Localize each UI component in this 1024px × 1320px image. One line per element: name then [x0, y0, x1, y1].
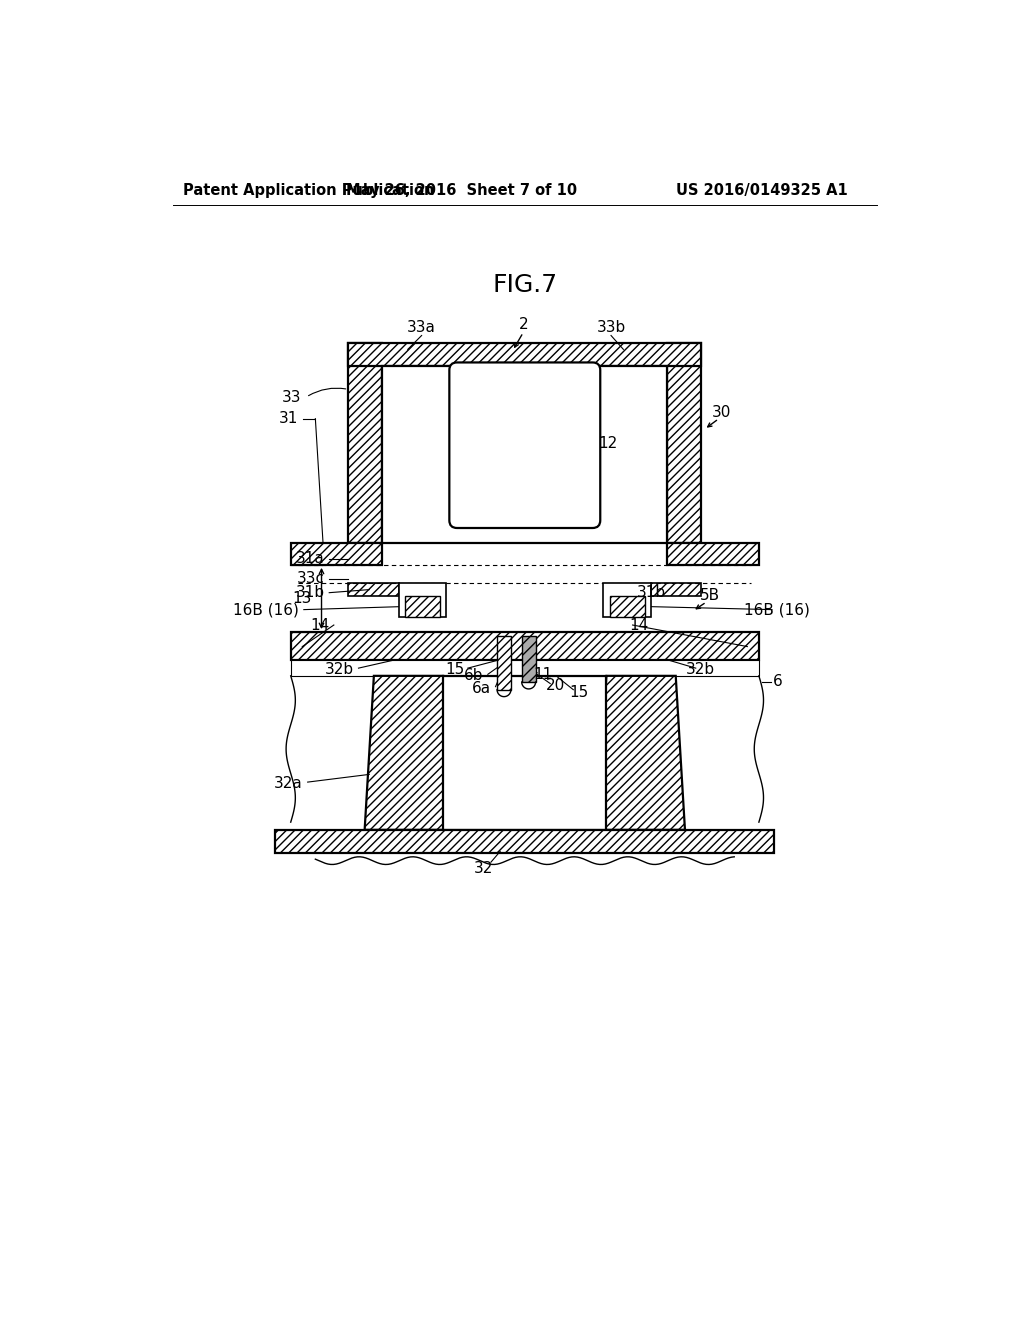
Text: 11: 11	[534, 667, 553, 682]
Polygon shape	[597, 676, 685, 830]
Text: 32a: 32a	[274, 776, 303, 791]
Polygon shape	[291, 544, 382, 565]
Polygon shape	[275, 830, 774, 853]
Text: 14: 14	[310, 618, 330, 632]
Text: 32b: 32b	[325, 663, 354, 677]
Text: 32b: 32b	[686, 663, 715, 677]
Text: 12: 12	[598, 436, 617, 451]
Polygon shape	[365, 676, 453, 830]
Text: 33b: 33b	[596, 321, 626, 335]
Polygon shape	[651, 583, 701, 595]
Text: 16B (16): 16B (16)	[232, 602, 298, 618]
Text: 15: 15	[569, 685, 589, 701]
Text: 13: 13	[292, 591, 311, 606]
Polygon shape	[603, 583, 651, 616]
Text: FIG.7: FIG.7	[493, 273, 557, 297]
Polygon shape	[291, 660, 759, 676]
Text: 6b: 6b	[464, 668, 483, 684]
Text: May 26, 2016  Sheet 7 of 10: May 26, 2016 Sheet 7 of 10	[346, 183, 578, 198]
Text: 31a: 31a	[296, 552, 325, 566]
Polygon shape	[291, 632, 759, 660]
Polygon shape	[668, 343, 701, 544]
Text: 31b: 31b	[637, 585, 666, 601]
FancyBboxPatch shape	[450, 363, 600, 528]
Polygon shape	[668, 544, 759, 565]
Polygon shape	[497, 636, 511, 689]
Text: 14: 14	[629, 618, 648, 632]
Text: 31: 31	[280, 411, 298, 426]
Polygon shape	[609, 595, 645, 616]
Text: 6a: 6a	[472, 681, 490, 696]
Bar	[443, 676, 606, 830]
Text: 15: 15	[445, 663, 465, 677]
Polygon shape	[348, 343, 701, 367]
Polygon shape	[404, 595, 440, 616]
Bar	[382, 367, 668, 544]
Polygon shape	[521, 636, 536, 682]
Text: 31b: 31b	[296, 585, 325, 601]
Text: Patent Application Publication: Patent Application Publication	[183, 183, 434, 198]
Text: US 2016/0149325 A1: US 2016/0149325 A1	[676, 183, 848, 198]
Text: 6: 6	[772, 675, 782, 689]
Text: 33c: 33c	[297, 572, 325, 586]
Text: 33a: 33a	[408, 321, 436, 335]
Text: 32: 32	[473, 861, 493, 876]
Polygon shape	[398, 583, 446, 616]
Text: 2: 2	[518, 317, 528, 333]
Text: 20: 20	[546, 677, 565, 693]
Text: 16B (16): 16B (16)	[744, 602, 810, 618]
Text: 33: 33	[282, 389, 301, 405]
Text: 30: 30	[713, 405, 731, 420]
Polygon shape	[348, 583, 398, 595]
Text: 5B: 5B	[699, 589, 720, 603]
Polygon shape	[348, 343, 382, 544]
